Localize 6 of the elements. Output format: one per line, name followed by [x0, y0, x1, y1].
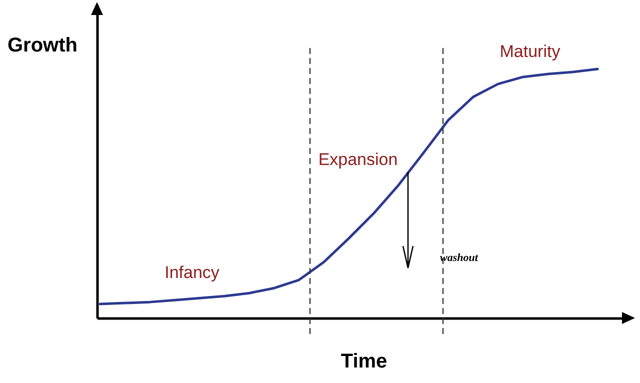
annotation: washout — [440, 252, 479, 264]
x-axis-title: Time — [340, 350, 388, 372]
annotation: Infancy — [164, 263, 220, 282]
y-axis-title: Growth — [8, 34, 78, 56]
text: Maturity — [500, 42, 561, 61]
annotation: Expansion — [318, 150, 398, 169]
